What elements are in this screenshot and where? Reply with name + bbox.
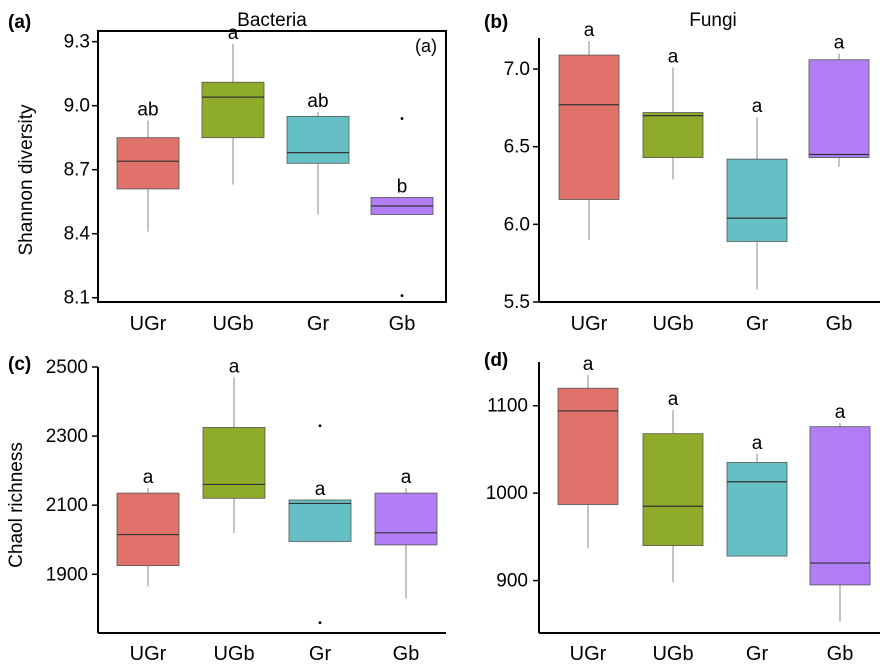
significance-letter: a [583, 354, 594, 375]
significance-letter: ab [137, 100, 158, 121]
y-tick-label: 2300 [46, 426, 88, 447]
significance-letter: a [752, 96, 763, 117]
panel-a: (a) Bacteria (a) 8.1 8.4 8.7 9.0 9.3 ab UGr a UGb ab… [8, 10, 447, 335]
box-gr: ab Gr [286, 91, 350, 335]
box-body [202, 427, 266, 499]
significance-letter: ab [307, 91, 328, 112]
box-body [642, 433, 704, 546]
box-body [642, 112, 704, 158]
x-category-label: Gb [389, 313, 416, 335]
panel-title: Fungi [689, 10, 737, 31]
y-tick-label: 9.0 [64, 96, 90, 117]
x-category-label: Gr [307, 313, 330, 335]
box-body [201, 81, 265, 139]
y-tick-label: 9.3 [64, 32, 90, 53]
x-category-label: Gb [827, 643, 854, 665]
outlier-point [400, 294, 404, 297]
outlier-point [400, 117, 404, 120]
outlier-point [318, 621, 322, 625]
x-category-label: UGr [570, 643, 607, 665]
significance-letter: a [228, 23, 239, 44]
x-category-label: Gr [746, 643, 769, 665]
box-gr: a Gr [288, 424, 352, 665]
y-tick-label: 6.0 [504, 214, 530, 235]
x-category-label: Gr [309, 643, 332, 665]
y-tick-label: 1000 [486, 483, 528, 504]
box-ugb: a UGb [642, 389, 704, 665]
box-body [374, 492, 438, 546]
box-ugb: a UGb [201, 23, 265, 335]
y-tick-label: 5.5 [504, 292, 530, 313]
box-body [116, 137, 180, 190]
box-gr: a Gr [726, 96, 788, 335]
y-tick-label: 8.1 [64, 288, 90, 309]
x-category-label: UGb [652, 643, 693, 665]
significance-letter: b [397, 176, 408, 197]
box-body [288, 499, 352, 542]
box-body [809, 426, 871, 586]
plot-frame [97, 30, 447, 303]
box-gb: a Gb [809, 402, 871, 665]
panel-b: (b) Fungi 5.5 6.0 6.5 7.0 a UGr a UGb a Gr a Gb [484, 10, 880, 335]
significance-letter: a [401, 467, 412, 488]
x-category-label: UGb [652, 313, 693, 335]
significance-letter: a [668, 389, 679, 410]
panel-title: Bacteria [237, 10, 307, 31]
box-gb: a Gb [808, 33, 870, 335]
panel-label: (a) [8, 12, 31, 33]
significance-letter: a [584, 20, 595, 41]
significance-letter: a [143, 467, 154, 488]
box-gb: b Gb [370, 117, 434, 335]
significance-letter: a [315, 479, 326, 500]
box-ugr: a UGr [558, 20, 620, 335]
box-body [286, 115, 350, 164]
y-tick-label: 8.7 [64, 160, 90, 181]
box-body [726, 462, 788, 557]
box-gb: a Gb [374, 467, 438, 665]
y-axis-label-bottom: Chaol richness [6, 442, 27, 568]
x-category-label: UGr [571, 313, 608, 335]
box-gr: a Gr [726, 433, 788, 665]
y-tick-label: 900 [496, 571, 528, 592]
box-body [558, 54, 620, 200]
box-ugb: a UGb [202, 356, 266, 665]
panel-c: (c) 1900 2100 2300 2500 a UGr a UGb a Gr a Gb [8, 354, 446, 665]
box-ugr: a UGr [116, 467, 180, 665]
significance-letter: a [834, 33, 845, 54]
y-tick-label: 2100 [46, 495, 88, 516]
x-category-label: Gr [746, 313, 769, 335]
box-body [726, 158, 788, 242]
inset-label: (a) [415, 36, 437, 56]
significance-letter: a [229, 356, 240, 377]
box-body [557, 387, 619, 505]
box-ugr: ab UGr [116, 100, 180, 335]
y-tick-label: 2500 [46, 357, 88, 378]
y-tick-label: 1100 [487, 396, 528, 417]
y-tick-label: 1900 [46, 564, 88, 585]
panel-label: (c) [8, 354, 31, 375]
y-tick-label: 7.0 [504, 59, 530, 80]
x-category-label: UGr [130, 313, 167, 335]
x-category-label: Gb [393, 643, 420, 665]
box-body [808, 59, 870, 158]
significance-letter: a [668, 47, 679, 68]
y-axis-label-top: Shannon diversity [16, 104, 37, 256]
x-category-label: UGb [212, 313, 253, 335]
outlier-point [318, 424, 322, 428]
significance-letter: a [835, 402, 846, 423]
x-category-label: UGb [213, 643, 254, 665]
x-category-label: UGr [130, 643, 167, 665]
y-tick-label: 8.4 [64, 224, 91, 245]
x-category-label: Gb [826, 313, 853, 335]
box-body [116, 492, 180, 567]
y-tick-label: 6.5 [504, 137, 530, 158]
panel-label: (d) [484, 350, 508, 371]
significance-letter: a [752, 433, 763, 454]
box-ugb: a UGb [642, 47, 704, 335]
panel-label: (b) [484, 12, 508, 33]
box-ugr: a UGr [557, 354, 619, 665]
panel-d: (d) 900 1000 1100 a UGr a UGb a Gr a Gb [484, 350, 880, 665]
